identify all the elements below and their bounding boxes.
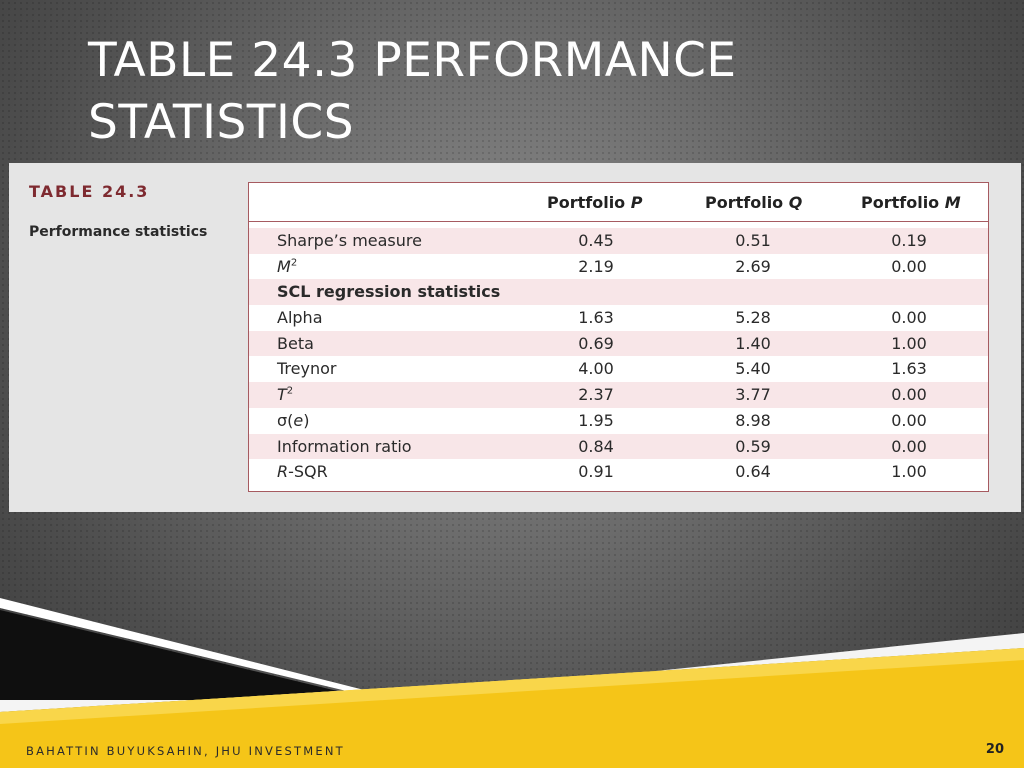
table-row-alpha: Alpha 1.63 5.28 0.00 — [249, 305, 988, 331]
table-row-sharpe: Sharpe’s measure 0.45 0.51 0.19 — [249, 228, 988, 254]
cell-portfolio-q: 0.59 — [735, 436, 771, 456]
row-label: Sharpe’s measure — [277, 231, 422, 250]
footer-author: BAHATTIN BUYUKSAHIN, JHU INVESTMENT — [26, 744, 345, 758]
table-row-m-squared: M2 2.19 2.69 0.00 — [249, 254, 988, 280]
section-label: SCL regression statistics — [277, 282, 501, 302]
cell-portfolio-p: 0.84 — [578, 436, 614, 456]
table-number-label: TABLE 24.3 — [29, 182, 150, 201]
row-label-italic: e — [293, 410, 304, 430]
cell-portfolio-p: 2.19 — [578, 256, 614, 276]
row-label-end: -SQR — [288, 462, 328, 482]
row-label-superscript: 2 — [290, 257, 298, 269]
table-header-row: Portfolio P Portfolio Q Portfolio M — [249, 183, 988, 222]
cell-portfolio-m: 0.00 — [891, 256, 927, 276]
cell-portfolio-q: 8.98 — [735, 410, 771, 430]
white-stripe — [0, 598, 392, 699]
row-label: R-SQR — [277, 462, 328, 481]
cell-portfolio-m: 0.19 — [891, 231, 927, 250]
page-number: 20 — [985, 742, 1004, 757]
cell-portfolio-p: 4.00 — [578, 359, 614, 379]
cell-portfolio-m: 1.00 — [891, 333, 927, 353]
row-label: Beta — [277, 333, 314, 353]
table-row-sigma-e: σ(e) 1.95 8.98 0.00 — [249, 408, 988, 434]
cell-portfolio-q: 5.28 — [735, 308, 771, 328]
white-band — [0, 633, 1024, 712]
table-row-treynor: Treynor 4.00 5.40 1.63 — [249, 356, 988, 382]
cell-portfolio-p: 0.69 — [578, 333, 614, 353]
row-label: T2 — [277, 385, 293, 404]
row-label-base: M — [277, 256, 291, 276]
table-row-section-scl: SCL regression statistics — [249, 279, 988, 306]
row-label: σ(e) — [277, 411, 309, 430]
yellow-band — [0, 648, 1024, 768]
performance-table: Portfolio P Portfolio Q Portfolio M Shar… — [248, 182, 989, 492]
table-row-beta: Beta 0.69 1.40 1.00 — [249, 330, 988, 357]
row-label: Treynor — [277, 359, 337, 379]
cell-portfolio-q: 0.51 — [735, 231, 771, 250]
cell-portfolio-m: 0.00 — [891, 410, 927, 430]
row-label-end: ) — [303, 410, 310, 430]
cell-portfolio-m: 1.00 — [891, 462, 927, 482]
table-body: Sharpe’s measure 0.45 0.51 0.19 M2 2.19 … — [249, 228, 988, 485]
cell-portfolio-q: 2.69 — [735, 256, 771, 276]
yellow-band-highlight — [0, 648, 1024, 724]
cell-portfolio-p: 0.45 — [578, 231, 614, 250]
cell-portfolio-q: 3.77 — [735, 385, 771, 405]
row-label-base: T — [277, 385, 287, 405]
cell-portfolio-m: 0.00 — [891, 385, 927, 405]
column-header-portfolio-m: Portfolio M — [861, 193, 961, 212]
cell-portfolio-q: 5.40 — [735, 359, 771, 379]
table-row-information-ratio: Information ratio 0.84 0.59 0.00 — [249, 433, 988, 460]
row-label: M2 — [277, 257, 297, 276]
cell-portfolio-p: 2.37 — [578, 385, 614, 405]
row-label-italic: R — [277, 462, 289, 482]
cell-portfolio-m: 0.00 — [891, 308, 927, 328]
cell-portfolio-m: 0.00 — [891, 436, 927, 456]
cell-portfolio-q: 0.64 — [735, 462, 771, 482]
slide-title: TABLE 24.3 PERFORMANCE STATISTICS — [88, 30, 988, 154]
slide-title-line-2: STATISTICS — [88, 95, 355, 150]
table-caption: Performance statistics — [29, 224, 208, 240]
table-row-r-sqr: R-SQR 0.91 0.64 1.00 — [249, 459, 988, 485]
row-label-superscript: 2 — [286, 385, 294, 397]
table-image-panel: TABLE 24.3 Performance statistics Portfo… — [9, 163, 1021, 512]
table-row-t-squared: T2 2.37 3.77 0.00 — [249, 382, 988, 408]
slide-title-line-1: TABLE 24.3 PERFORMANCE — [88, 33, 737, 88]
cell-portfolio-q: 1.40 — [735, 333, 771, 353]
column-header-portfolio-p: Portfolio P — [547, 193, 643, 212]
black-swoosh — [0, 610, 375, 700]
cell-portfolio-p: 1.95 — [578, 410, 614, 430]
row-label-symbol: σ( — [277, 410, 294, 430]
cell-portfolio-p: 0.91 — [578, 462, 614, 482]
cell-portfolio-m: 1.63 — [891, 359, 927, 379]
row-label: Alpha — [277, 308, 323, 328]
cell-portfolio-p: 1.63 — [578, 308, 614, 328]
column-header-portfolio-q: Portfolio Q — [705, 193, 803, 212]
row-label: Information ratio — [277, 436, 412, 456]
